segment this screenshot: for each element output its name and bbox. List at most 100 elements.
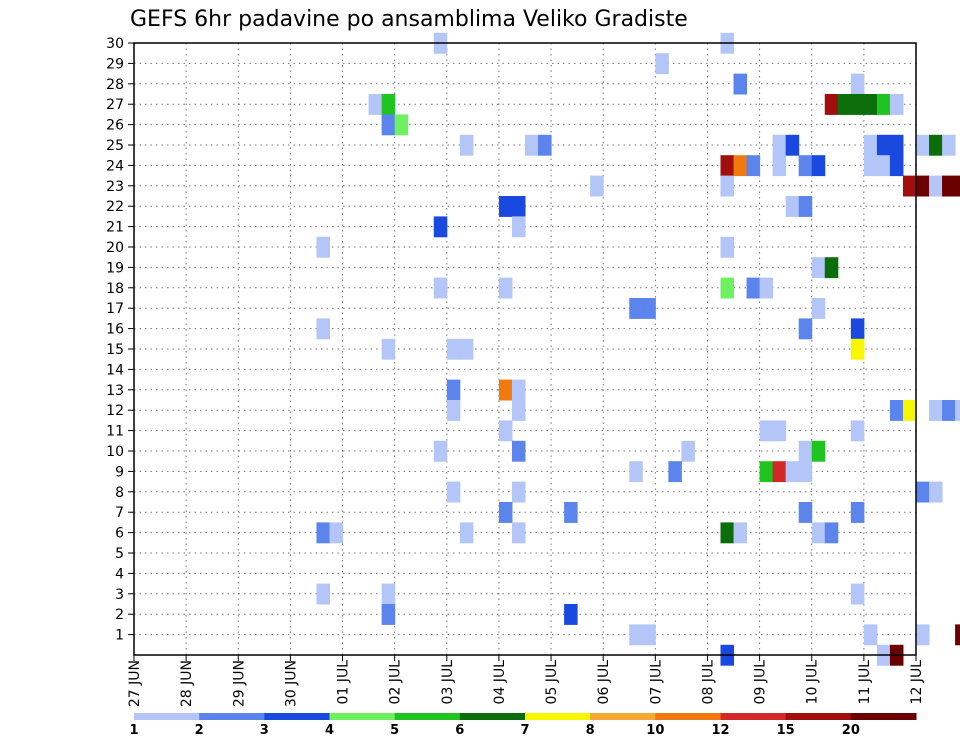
precip-cell	[381, 114, 396, 136]
precip-cell	[916, 175, 930, 197]
legend-level-label: 2	[195, 723, 204, 738]
y-tick-label: 19	[106, 260, 124, 276]
precip-cell	[316, 318, 330, 340]
precip-cell	[798, 196, 813, 217]
y-tick-label: 6	[115, 526, 124, 542]
y-tick-label: 8	[115, 485, 124, 501]
precip-cell	[316, 583, 330, 605]
precip-cell	[863, 94, 878, 115]
precip-cell	[876, 94, 891, 115]
precip-cell	[759, 461, 774, 483]
precip-cell	[824, 94, 839, 115]
y-tick-label: 18	[106, 281, 124, 297]
precip-cell	[929, 481, 943, 503]
precip-cell	[929, 175, 943, 197]
precip-cell	[798, 461, 813, 483]
legend-swatch	[394, 713, 461, 720]
legend-swatch	[199, 713, 265, 720]
precip-cell	[759, 277, 774, 299]
precip-cell	[720, 277, 735, 299]
precip-cell	[837, 94, 852, 115]
precip-cell	[564, 604, 578, 625]
precip-cell	[446, 379, 461, 401]
y-tick-label: 7	[115, 505, 124, 521]
precip-cell	[733, 522, 748, 544]
precip-cell	[955, 400, 960, 421]
legend-level-label: 4	[325, 723, 334, 738]
precip-cell	[850, 338, 865, 360]
precip-cell	[381, 604, 396, 625]
x-tick-label: 12 JUL	[909, 660, 925, 705]
precip-cell	[785, 196, 800, 217]
precip-cell	[759, 420, 774, 442]
precip-cell	[772, 461, 787, 483]
legend-swatch	[590, 713, 656, 720]
precip-cell	[955, 175, 960, 197]
precip-cell	[720, 522, 735, 544]
legend-swatch	[525, 713, 591, 720]
precip-cell	[824, 522, 839, 544]
precip-cell	[316, 236, 330, 258]
x-tick-label: 27 JUN	[127, 660, 143, 707]
precip-cell	[733, 155, 748, 177]
y-tick-label: 12	[106, 403, 124, 419]
precip-cell	[446, 400, 461, 421]
precip-cell	[668, 461, 682, 483]
precip-cell	[446, 481, 461, 503]
precip-cell	[824, 257, 839, 279]
legend-level-label: 20	[842, 723, 860, 738]
x-tick-label: 04 JUL	[492, 660, 508, 705]
precip-cell	[316, 522, 330, 544]
precip-cell	[798, 502, 813, 523]
x-axis-dates: 27 JUN 28 JUN 29 JUN 30 JUN 01 JUL 02 JUL 03 J…	[127, 655, 925, 707]
precip-cell	[863, 155, 878, 177]
legend-level-label: 5	[390, 723, 399, 738]
precip-cell	[811, 257, 826, 279]
y-tick-label: 17	[106, 301, 124, 317]
y-tick-label: 24	[106, 158, 124, 174]
y-tick-label: 1	[115, 628, 124, 644]
y-tick-label: 2	[115, 607, 124, 623]
precip-cell	[655, 53, 669, 75]
precip-cell	[446, 338, 461, 360]
y-tick-label: 13	[106, 383, 124, 399]
legend-swatch	[459, 713, 526, 720]
precip-cell	[433, 216, 448, 238]
precip-cell	[863, 624, 878, 646]
legend-level-label: 8	[586, 723, 595, 738]
precip-cell	[902, 400, 917, 421]
precip-cell	[368, 94, 383, 115]
x-tick-label: 08 JUL	[700, 660, 716, 705]
precip-cell	[459, 338, 474, 360]
precip-cell	[798, 155, 813, 177]
y-tick-label: 14	[106, 362, 124, 378]
precip-cell	[629, 624, 643, 646]
precip-cell	[876, 155, 891, 177]
precip-cell	[929, 400, 943, 421]
y-tick-label: 16	[106, 322, 124, 338]
precip-cell	[590, 175, 604, 197]
precip-cell	[642, 624, 656, 646]
precip-cell	[850, 583, 865, 605]
precip-cell	[955, 624, 960, 646]
precip-cell	[850, 420, 865, 442]
precip-cell	[746, 155, 761, 177]
precip-cell	[785, 134, 800, 156]
x-tick-label: 11 JUL	[857, 660, 873, 705]
x-tick-label: 02 JUL	[388, 660, 404, 705]
precip-cell	[772, 420, 787, 442]
legend-level-label: 1	[129, 723, 138, 738]
precip-cell	[929, 134, 943, 156]
precip-cell	[629, 298, 643, 319]
precip-cell	[916, 134, 930, 156]
x-tick-label: 28 JUN	[179, 660, 195, 707]
precip-cell	[863, 134, 878, 156]
precip-cell	[381, 94, 396, 115]
legend-swatch	[655, 713, 721, 720]
y-tick-label: 21	[106, 220, 124, 236]
precip-cell	[942, 175, 956, 197]
precip-cell	[511, 196, 526, 217]
legend-level-label: 7	[520, 723, 529, 738]
precip-cell	[511, 216, 526, 238]
